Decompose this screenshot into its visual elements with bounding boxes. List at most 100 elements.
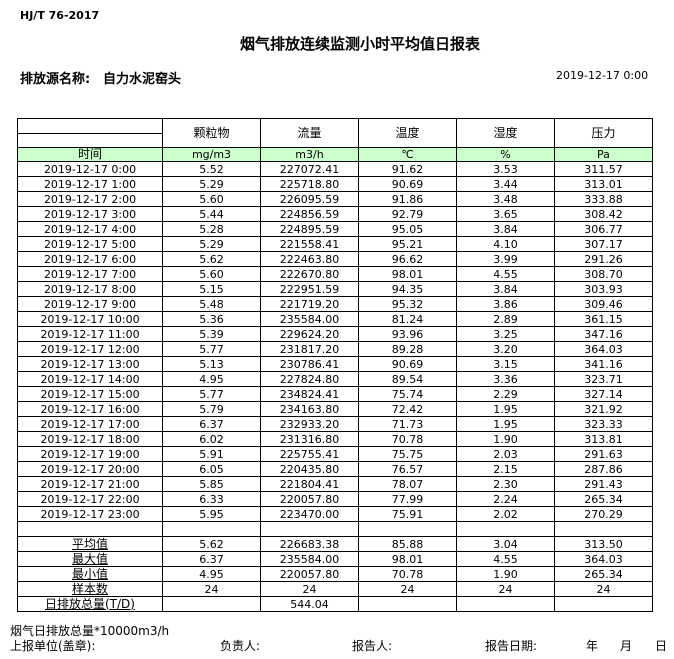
row-label: 2019-12-17 18:00	[17, 431, 163, 447]
source-label: 排放源名称:	[20, 72, 91, 87]
value-cell: 313.81	[554, 431, 653, 447]
value-cell: 224895.59	[260, 221, 359, 237]
value-cell: 85.88	[358, 536, 457, 552]
empty-row	[17, 521, 653, 537]
value-cell: 3.25	[456, 326, 555, 342]
value-cell: 308.42	[554, 206, 653, 222]
data-row: 2019-12-17 3:00 5.44 224856.59 92.79 3.65 308…	[17, 206, 653, 222]
value-cell: 364.03	[554, 551, 653, 567]
row-label: 2019-12-17 1:00	[17, 176, 163, 192]
value-cell: 95.05	[358, 221, 457, 237]
value-cell: 321.92	[554, 401, 653, 417]
value-cell: 361.15	[554, 311, 653, 327]
data-row: 2019-12-17 18:00 6.02 231316.80 70.78 1.90 31…	[17, 431, 653, 447]
value-cell: 4.95	[162, 566, 261, 582]
value-cell	[162, 596, 261, 612]
value-cell: 1.95	[456, 416, 555, 432]
value-cell: 5.29	[162, 236, 261, 252]
data-row: 2019-12-17 7:00 5.60 222670.80 98.01 4.55 308…	[17, 266, 653, 282]
value-cell: 291.63	[554, 446, 653, 462]
value-cell: 323.33	[554, 416, 653, 432]
value-cell: 96.62	[358, 251, 457, 267]
data-row: 2019-12-17 2:00 5.60 226095.59 91.86 3.48 333…	[17, 191, 653, 207]
data-row: 2019-12-17 6:00 5.62 222463.80 96.62 3.99 291…	[17, 251, 653, 267]
value-cell: 234824.41	[260, 386, 359, 402]
value-cell: 265.34	[554, 491, 653, 507]
value-cell: 224856.59	[260, 206, 359, 222]
data-row: 2019-12-17 17:00 6.37 232933.20 71.73 1.95 32…	[17, 416, 653, 432]
value-cell: 222670.80	[260, 266, 359, 282]
value-cell: 95.32	[358, 296, 457, 312]
footer-reporter-label: 报告人:	[352, 639, 393, 653]
value-cell	[456, 596, 555, 612]
value-cell: 291.43	[554, 476, 653, 492]
footer-unit-label: 上报单位(盖章):	[10, 639, 96, 653]
value-cell: 5.60	[162, 266, 261, 282]
value-cell: 220057.80	[260, 566, 359, 582]
source-value: 自力水泥窑头	[103, 72, 182, 87]
value-cell	[554, 596, 653, 612]
units-row: 时间 mg/m3 m3/h ℃ % Pa	[17, 147, 653, 162]
row-label: 2019-12-17 16:00	[17, 401, 163, 417]
value-cell: 226683.38	[260, 536, 359, 552]
report-datetime: 2019-12-17 0:00	[556, 69, 649, 82]
value-cell: 5.62	[162, 536, 261, 552]
value-cell: 1.90	[456, 431, 555, 447]
column-header: 湿度	[456, 118, 555, 148]
row-label: 平均值	[17, 536, 163, 552]
header-row: 颗粒物 流量 温度 湿度 压力	[17, 118, 653, 148]
value-cell: 235584.00	[260, 551, 359, 567]
value-cell: 24	[260, 581, 359, 597]
value-cell	[554, 521, 653, 537]
value-cell: 221804.41	[260, 476, 359, 492]
value-cell: 333.88	[554, 191, 653, 207]
value-cell: 227824.80	[260, 371, 359, 387]
row-label: 2019-12-17 17:00	[17, 416, 163, 432]
value-cell: 75.91	[358, 506, 457, 522]
value-cell: 1.90	[456, 566, 555, 582]
value-cell: 24	[358, 581, 457, 597]
footer-year: 年	[586, 639, 599, 653]
data-row: 2019-12-17 23:00 5.95 223470.00 75.91 2.02 27…	[17, 506, 653, 522]
value-cell: 225718.80	[260, 176, 359, 192]
value-cell: 5.39	[162, 326, 261, 342]
value-cell: 306.77	[554, 221, 653, 237]
value-cell: 4.10	[456, 236, 555, 252]
unit-cell: ℃	[358, 147, 457, 162]
value-cell: 270.29	[554, 506, 653, 522]
value-cell: 3.36	[456, 371, 555, 387]
value-cell: 6.37	[162, 551, 261, 567]
value-cell: 3.04	[456, 536, 555, 552]
value-cell: 76.57	[358, 461, 457, 477]
column-header: 温度	[358, 118, 457, 148]
value-cell: 5.95	[162, 506, 261, 522]
row-label: 2019-12-17 2:00	[17, 191, 163, 207]
value-cell: 231316.80	[260, 431, 359, 447]
value-cell: 5.85	[162, 476, 261, 492]
value-cell: 364.03	[554, 341, 653, 357]
value-cell: 4.55	[456, 266, 555, 282]
value-cell: 95.21	[358, 236, 457, 252]
value-cell: 91.62	[358, 161, 457, 177]
data-row: 2019-12-17 20:00 6.05 220435.80 76.57 2.15 28…	[17, 461, 653, 477]
row-label: 2019-12-17 6:00	[17, 251, 163, 267]
value-cell: 234163.80	[260, 401, 359, 417]
data-row: 2019-12-17 0:00 5.52 227072.41 91.62 3.53 311…	[17, 161, 653, 177]
data-row: 2019-12-17 12:00 5.77 231817.20 89.28 3.20 36…	[17, 341, 653, 357]
value-cell: 75.75	[358, 446, 457, 462]
value-cell	[358, 521, 457, 537]
row-label: 2019-12-17 8:00	[17, 281, 163, 297]
value-cell: 229624.20	[260, 326, 359, 342]
value-cell: 221558.41	[260, 236, 359, 252]
unit-cell: %	[456, 147, 555, 162]
value-cell: 3.15	[456, 356, 555, 372]
footer-note: 烟气日排放总量*10000m3/h	[10, 624, 170, 638]
value-cell: 347.16	[554, 326, 653, 342]
value-cell: 2.30	[456, 476, 555, 492]
value-cell: 70.78	[358, 566, 457, 582]
value-cell: 89.54	[358, 371, 457, 387]
row-label: 最小值	[17, 566, 163, 582]
value-cell: 5.91	[162, 446, 261, 462]
value-cell: 2.03	[456, 446, 555, 462]
row-label	[17, 521, 163, 537]
